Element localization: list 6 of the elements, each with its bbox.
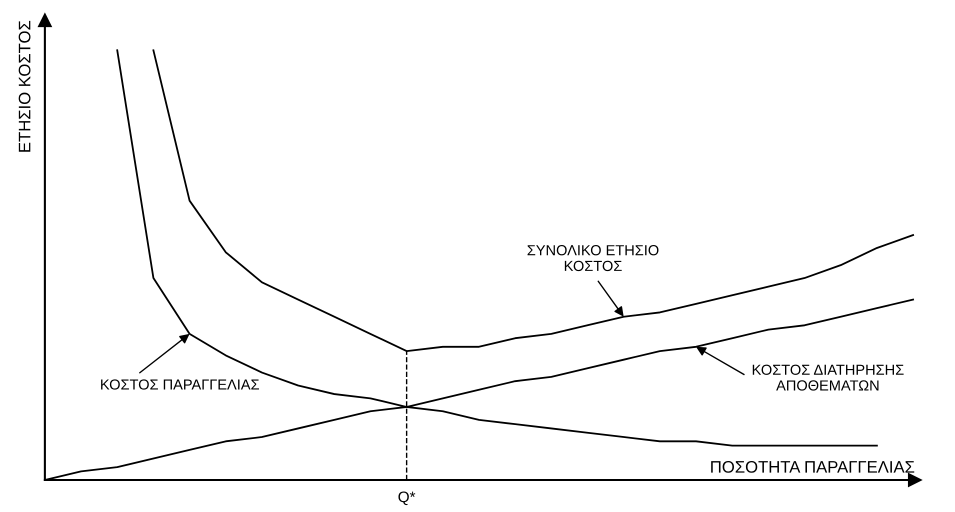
text: ΚΟΣΤΟΣ ΔΙΑΤΗΡΗΣΗΣ ΑΠΟΘΕΜΑΤΩΝ — [752, 364, 904, 391]
y-axis-title: ΕΤΗΣΙΟ ΚΟΣΤΟΣ — [18, 20, 30, 152]
series-label: ΚΟΣΤΟΣ ΠΑΡΑΓΓΕΛΙΑΣ — [101, 379, 259, 390]
text: ΣΥΝΟΛΙΚΟ ΕΤΗΣΙΟ ΚΟΣΤΟΣ — [528, 245, 658, 272]
text: Q* — [398, 492, 416, 506]
x-axis-title: ΠΟΣΟΤΗΤΑ ΠΑΡΑΓΓΕΛΙΑΣ — [711, 460, 914, 473]
